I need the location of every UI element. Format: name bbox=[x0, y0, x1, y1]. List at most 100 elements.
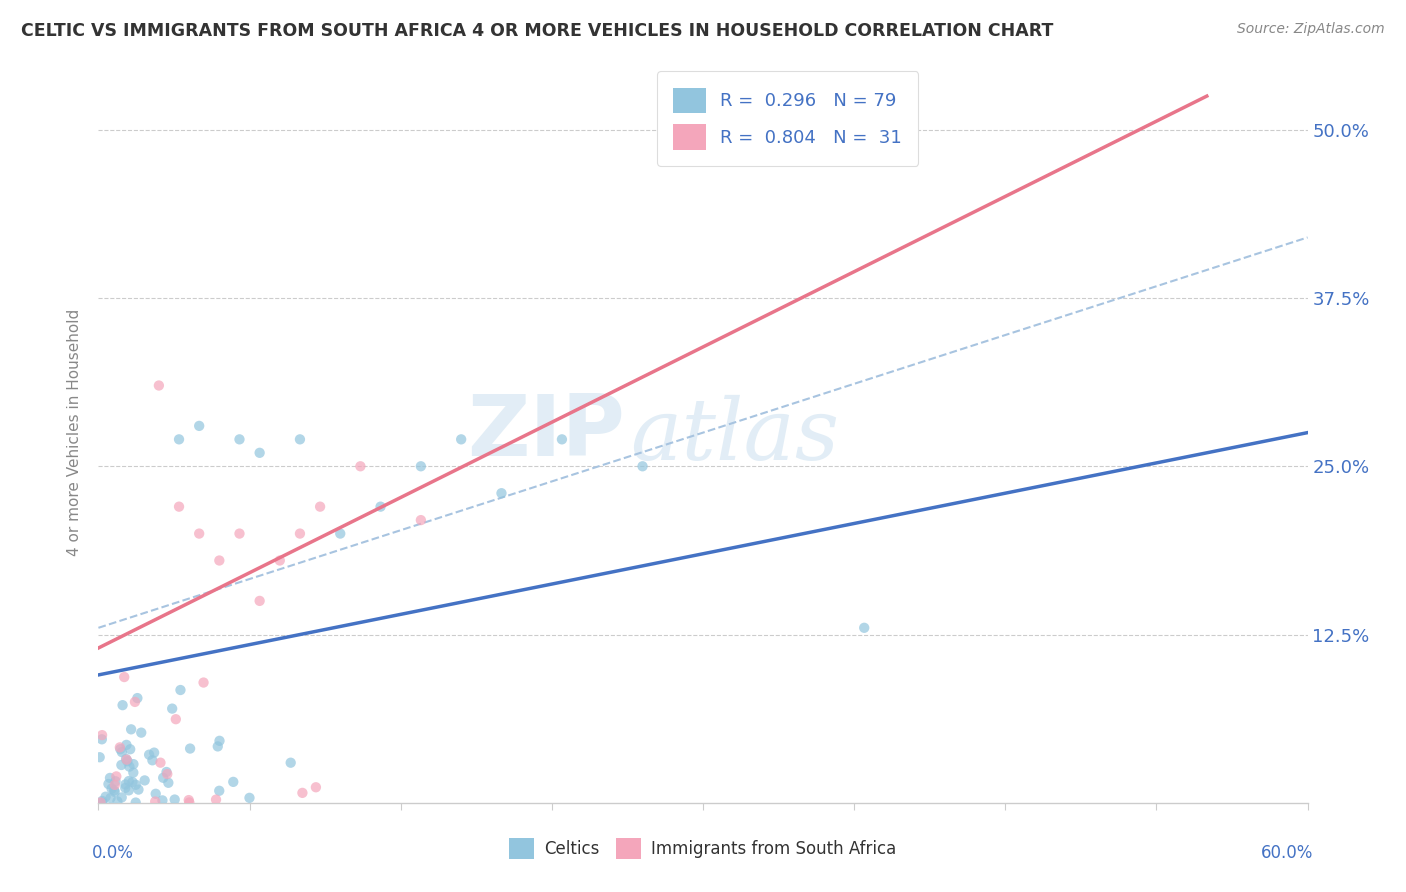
Point bbox=[349, 459, 371, 474]
Point bbox=[631, 459, 654, 474]
Point bbox=[117, 754, 139, 768]
Point bbox=[280, 756, 302, 770]
Point bbox=[551, 433, 574, 447]
Text: 60.0%: 60.0% bbox=[1261, 844, 1313, 862]
Point bbox=[114, 777, 136, 791]
Point bbox=[111, 790, 134, 805]
Point bbox=[104, 785, 127, 799]
Y-axis label: 4 or more Vehicles in Household: 4 or more Vehicles in Household bbox=[67, 309, 83, 557]
Point bbox=[165, 712, 187, 726]
Point bbox=[450, 433, 472, 447]
Point bbox=[143, 746, 166, 760]
Point bbox=[118, 759, 141, 773]
Point bbox=[143, 795, 166, 809]
Point bbox=[125, 796, 148, 810]
Point bbox=[208, 784, 231, 798]
Point bbox=[111, 745, 134, 759]
Text: CELTIC VS IMMIGRANTS FROM SOUTH AFRICA 4 OR MORE VEHICLES IN HOUSEHOLD CORRELATI: CELTIC VS IMMIGRANTS FROM SOUTH AFRICA 4… bbox=[21, 22, 1053, 40]
Point bbox=[122, 757, 145, 772]
Point bbox=[112, 670, 135, 684]
Text: Source: ZipAtlas.com: Source: ZipAtlas.com bbox=[1237, 22, 1385, 37]
Point bbox=[205, 792, 228, 806]
Point bbox=[122, 765, 145, 780]
Point bbox=[134, 773, 156, 788]
Point bbox=[89, 750, 111, 764]
Point bbox=[118, 783, 141, 797]
Point bbox=[167, 433, 190, 447]
Point bbox=[249, 594, 271, 608]
Point bbox=[491, 486, 513, 500]
Point bbox=[107, 794, 129, 808]
Point bbox=[100, 791, 122, 805]
Point bbox=[98, 771, 121, 785]
Point bbox=[208, 734, 231, 748]
Point bbox=[110, 742, 132, 756]
Point bbox=[152, 771, 174, 785]
Point bbox=[90, 732, 112, 747]
Point bbox=[329, 526, 352, 541]
Point bbox=[157, 776, 180, 790]
Point bbox=[167, 500, 190, 514]
Point bbox=[141, 753, 163, 767]
Point bbox=[409, 459, 432, 474]
Point bbox=[127, 691, 149, 706]
Point bbox=[121, 775, 143, 789]
Point bbox=[145, 787, 167, 801]
Point bbox=[138, 747, 160, 762]
Point bbox=[115, 738, 138, 752]
Point bbox=[108, 740, 131, 755]
Point bbox=[228, 526, 250, 541]
Point bbox=[124, 695, 146, 709]
Point bbox=[238, 790, 260, 805]
Point bbox=[228, 433, 250, 447]
Point bbox=[193, 675, 215, 690]
Point bbox=[149, 756, 172, 770]
Point bbox=[120, 723, 142, 737]
Point bbox=[100, 781, 122, 796]
Point bbox=[104, 778, 127, 792]
Point bbox=[152, 793, 174, 807]
Point bbox=[370, 500, 392, 514]
Point bbox=[208, 553, 231, 567]
Point bbox=[129, 725, 152, 739]
Legend: Celtics, Immigrants from South Africa: Celtics, Immigrants from South Africa bbox=[499, 828, 907, 869]
Point bbox=[222, 775, 245, 789]
Point bbox=[90, 796, 112, 810]
Point bbox=[110, 758, 132, 772]
Point bbox=[105, 769, 128, 783]
Point bbox=[853, 109, 876, 123]
Point bbox=[853, 621, 876, 635]
Point bbox=[409, 513, 432, 527]
Point bbox=[169, 683, 191, 698]
Point bbox=[177, 793, 200, 807]
Point bbox=[207, 739, 229, 754]
Point bbox=[115, 753, 138, 767]
Point bbox=[111, 698, 134, 713]
Point bbox=[309, 500, 332, 514]
Point bbox=[249, 446, 271, 460]
Point bbox=[291, 786, 314, 800]
Text: ZIP: ZIP bbox=[467, 391, 624, 475]
Point bbox=[91, 728, 114, 742]
Point bbox=[156, 767, 179, 781]
Point bbox=[188, 418, 211, 433]
Point bbox=[305, 780, 328, 795]
Point bbox=[97, 777, 120, 791]
Text: atlas: atlas bbox=[630, 395, 839, 477]
Point bbox=[269, 553, 291, 567]
Point bbox=[127, 782, 149, 797]
Point bbox=[91, 794, 114, 808]
Point bbox=[115, 752, 138, 766]
Point bbox=[120, 742, 142, 756]
Point bbox=[179, 796, 201, 810]
Point bbox=[94, 789, 117, 804]
Point bbox=[125, 778, 148, 792]
Point bbox=[91, 796, 114, 810]
Point bbox=[188, 526, 211, 541]
Point bbox=[155, 764, 177, 779]
Point bbox=[288, 433, 311, 447]
Point bbox=[114, 780, 136, 795]
Point bbox=[163, 792, 186, 806]
Text: 0.0%: 0.0% bbox=[93, 844, 134, 862]
Point bbox=[148, 378, 170, 392]
